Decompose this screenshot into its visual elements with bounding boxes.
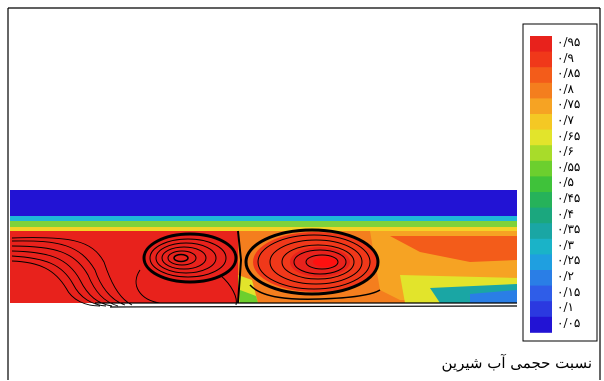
legend-swatch xyxy=(530,223,552,240)
legend-swatch xyxy=(530,67,552,84)
legend-swatch xyxy=(530,82,552,99)
legend-label: ۰/۴ xyxy=(557,206,574,221)
legend-label: ۰/۱۵ xyxy=(557,284,581,299)
legend-swatch xyxy=(530,98,552,115)
legend-swatch xyxy=(530,129,552,146)
legend-swatch xyxy=(530,192,552,208)
legend-swatch xyxy=(530,114,552,130)
legend-swatch xyxy=(530,51,552,68)
legend-label: ۰/۰۵ xyxy=(557,315,581,330)
contour-plot xyxy=(10,190,518,308)
legend-label: ۰/۹ xyxy=(557,50,574,65)
legend-swatch xyxy=(530,207,552,224)
legend-swatch xyxy=(530,176,552,193)
legend-label: ۰/۶ xyxy=(557,144,574,159)
legend-swatch xyxy=(530,36,552,52)
legend-swatch xyxy=(530,145,552,162)
color-legend-bar xyxy=(530,36,552,333)
legend-label: ۰/۶۵ xyxy=(557,128,581,143)
legend-swatch xyxy=(530,254,552,271)
legend-label: ۰/۴۵ xyxy=(557,191,581,205)
legend-frame xyxy=(522,23,598,342)
legend-swatch xyxy=(530,238,552,255)
legend-label: ۰/۱ xyxy=(557,300,574,315)
legend-swatch xyxy=(530,301,552,318)
legend-label: ۰/۷ xyxy=(557,113,574,127)
legend-label: ۰/۳۵ xyxy=(557,222,581,237)
legend-label: ۰/۳ xyxy=(557,237,574,252)
legend-label: ۰/۵۵ xyxy=(557,159,581,174)
legend-label: ۰/۸۵ xyxy=(557,66,581,81)
legend-label: ۰/۵ xyxy=(557,175,574,190)
legend-swatch xyxy=(530,285,552,302)
legend-label: ۰/۲۵ xyxy=(557,253,581,268)
figure-caption: نسبت حجمی آب شیرین xyxy=(441,354,593,372)
legend-label: ۰/۲ xyxy=(557,269,574,283)
legend-swatch xyxy=(530,316,552,333)
legend-swatch xyxy=(530,160,552,177)
legend-swatch xyxy=(530,270,552,286)
legend-label: ۰/۹۵ xyxy=(557,35,581,49)
legend-label: ۰/۸ xyxy=(557,81,574,96)
legend-label: ۰/۷۵ xyxy=(557,97,581,112)
